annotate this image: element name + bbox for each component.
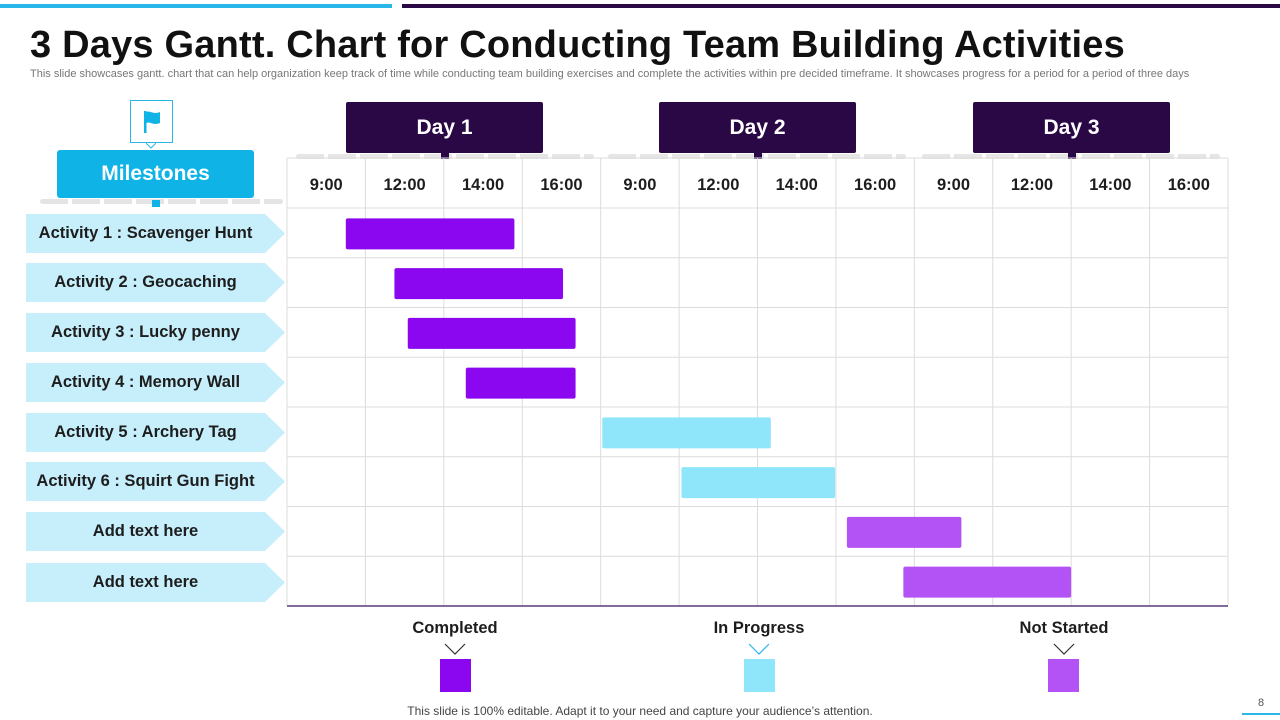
activity-label-8: Add text here [26,563,285,602]
task-bar-1 [345,218,515,250]
time-tick-label: 12:00 [697,176,739,194]
activity-label-5: Activity 5 : Archery Tag [26,413,285,452]
page-number-underline [1242,713,1280,715]
milestones-header: Milestones [57,150,254,198]
activity-label-4: Activity 4 : Memory Wall [26,363,285,402]
time-tick-label: 16:00 [540,176,582,194]
legend-not-started-swatch [1048,659,1079,692]
day-2-marker [754,151,762,159]
legend-completed-swatch [440,659,471,692]
time-tick-label: 14:00 [1089,176,1131,194]
time-tick-label: 16:00 [1168,176,1210,194]
task-bar-2 [394,268,564,300]
activity-label-2: Activity 2 : Geocaching [26,263,285,302]
time-tick-label: 14:00 [462,176,504,194]
day-3-header: Day 3 [973,102,1170,153]
milestones-divider [40,199,283,204]
top-accent-bar-purple [402,4,1280,8]
legend-not-started-chevron [1053,643,1075,655]
activity-label-6: Activity 6 : Squirt Gun Fight [26,462,285,501]
footer-note: This slide is 100% editable. Adapt it to… [407,704,873,718]
day-3-marker [1068,151,1076,159]
time-tick-label: 14:00 [776,176,818,194]
day-1-marker [441,151,449,159]
task-bar-5 [602,417,771,449]
time-tick-label: 12:00 [1011,176,1053,194]
activity-label-7: Add text here [26,512,285,551]
time-tick-label: 9:00 [937,176,970,194]
legend-not-started-label: Not Started [1019,619,1109,637]
time-tick-label: 12:00 [384,176,426,194]
legend-completed-label: Completed [412,619,498,637]
page-subtitle: This slide showcases gantt. chart that c… [30,68,1190,80]
task-bar-8 [903,566,1072,598]
legend-in-progress-chevron [748,643,770,655]
activity-label-1: Activity 1 : Scavenger Hunt [26,214,285,253]
day-1-header: Day 1 [346,102,543,153]
page-title: 3 Days Gantt. Chart for Conducting Team … [30,24,1125,66]
task-bar-4 [465,367,576,399]
time-tick-label: 9:00 [310,176,343,194]
time-tick-label: 9:00 [623,176,656,194]
task-bar-7 [846,516,962,548]
time-tick-label: 16:00 [854,176,896,194]
activity-label-3: Activity 3 : Lucky penny [26,313,285,352]
day-2-header: Day 2 [659,102,856,153]
page-number: 8 [1258,697,1265,709]
flag-icon-box [130,100,173,143]
flag-pointer [146,143,156,149]
legend-in-progress-swatch [744,659,775,692]
legend-completed-chevron [444,643,466,655]
legend-in-progress-label: In Progress [713,619,805,637]
milestones-marker [152,200,160,207]
task-bar-6 [681,467,836,499]
flag-icon [143,110,160,133]
task-bar-3 [407,317,576,349]
top-accent-bar-cyan [0,4,392,8]
